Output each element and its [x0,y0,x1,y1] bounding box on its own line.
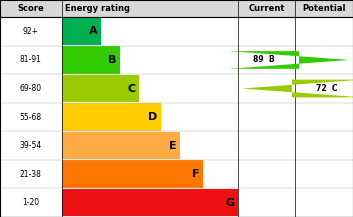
Text: Current: Current [249,4,285,13]
Text: 89  B: 89 B [253,56,275,64]
Bar [62,189,238,216]
Text: B: B [108,55,116,65]
Text: Energy rating: Energy rating [65,4,130,13]
Bar [0,0,62,17]
Polygon shape [229,51,349,69]
Bar [0,103,62,131]
Bar [0,46,62,74]
Text: 92+: 92+ [23,27,39,36]
Bar [62,132,180,159]
Bar [62,103,161,131]
Text: 21-38: 21-38 [20,170,42,179]
Text: 1-20: 1-20 [22,198,40,207]
Bar [0,17,62,46]
Text: 72  C: 72 C [316,84,338,93]
Bar [62,18,101,45]
Bar [62,75,139,102]
Bar [0,160,62,188]
Text: G: G [226,198,235,208]
Bar [0,131,62,160]
Text: 81-91: 81-91 [20,56,42,64]
Text: Score: Score [18,4,44,13]
Bar [0,74,62,103]
Text: 55-68: 55-68 [20,113,42,122]
Bar [62,160,203,188]
Text: F: F [192,169,199,179]
Text: Potential: Potential [303,4,346,13]
Text: A: A [89,26,97,36]
Text: C: C [128,84,136,94]
Bar [62,46,120,74]
Text: 69-80: 69-80 [20,84,42,93]
Text: D: D [148,112,157,122]
Polygon shape [242,80,353,97]
Text: E: E [169,141,176,151]
Text: 39-54: 39-54 [20,141,42,150]
Bar [0,188,62,217]
Bar [62,0,353,17]
